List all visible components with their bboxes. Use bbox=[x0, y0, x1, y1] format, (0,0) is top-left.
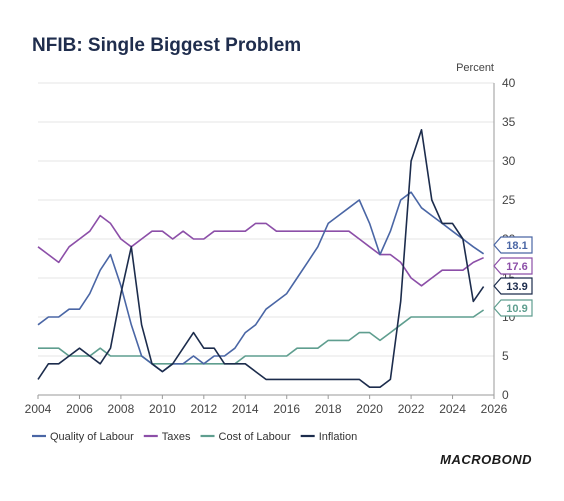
x-tick-label: 2026 bbox=[481, 402, 508, 416]
axes bbox=[38, 83, 495, 396]
gridlines bbox=[38, 82, 494, 357]
series-line-taxes bbox=[37, 214, 484, 287]
y-axis-unit-label: Percent bbox=[456, 62, 494, 74]
x-tick-label: 2012 bbox=[190, 402, 217, 416]
x-axis-ticks: 2004 2006 2008 2010 2012 2014 2016 2018 2020 2022… bbox=[25, 395, 508, 416]
x-tick-label: 2018 bbox=[315, 402, 342, 416]
x-tick-label: 2008 bbox=[108, 402, 135, 416]
x-tick-label: 2020 bbox=[356, 402, 383, 416]
legend-label: Inflation bbox=[319, 431, 358, 443]
series-lines bbox=[37, 129, 485, 388]
y-tick-label: 0 bbox=[502, 388, 509, 402]
last-value-label: 18.1 bbox=[506, 240, 527, 252]
last-value-tag-quality-of-labour: 18.1 bbox=[493, 236, 533, 254]
last-value-tag-cost-of-labour: 10.9 bbox=[493, 299, 533, 317]
x-tick-label: 2024 bbox=[439, 402, 466, 416]
x-tick-label: 2004 bbox=[25, 402, 52, 416]
last-value-tag-inflation: 13.9 bbox=[493, 277, 533, 295]
y-tick-label: 25 bbox=[502, 193, 516, 207]
x-tick-label: 2022 bbox=[398, 402, 425, 416]
macrobond-logo: MACROBOND bbox=[440, 452, 532, 467]
last-value-label: 13.9 bbox=[506, 281, 527, 293]
legend-label: Taxes bbox=[162, 431, 191, 443]
last-value-tags: 18.1 17.6 13.9 10.9 bbox=[493, 236, 533, 317]
last-value-tag-box bbox=[493, 277, 533, 295]
legend-item-cost-of-labour: Cost of Labour bbox=[200, 431, 291, 443]
series-line-inflation bbox=[37, 129, 485, 388]
x-tick-label: 2016 bbox=[273, 402, 300, 416]
y-tick-label: 40 bbox=[502, 76, 516, 90]
legend-item-quality-of-labour: Quality of Labour bbox=[32, 431, 134, 443]
last-value-tag-box bbox=[493, 257, 533, 275]
x-tick-label: 2006 bbox=[66, 402, 93, 416]
last-value-tag-box bbox=[493, 236, 533, 254]
legend-item-inflation: Inflation bbox=[300, 431, 358, 443]
last-value-label: 17.6 bbox=[506, 261, 527, 273]
y-tick-label: 5 bbox=[502, 349, 509, 363]
legend: Quality of Labour Taxes Cost of Labour Infl… bbox=[32, 431, 357, 443]
y-tick-label: 30 bbox=[502, 154, 516, 168]
series-line-cost-of-labour bbox=[38, 309, 485, 365]
last-value-tag-taxes: 17.6 bbox=[493, 257, 533, 275]
y-tick-label: 35 bbox=[502, 115, 516, 129]
legend-label: Quality of Labour bbox=[50, 431, 134, 443]
x-tick-label: 2010 bbox=[149, 402, 176, 416]
last-value-tag-box bbox=[493, 299, 533, 317]
chart-title: NFIB: Single Biggest Problem bbox=[32, 35, 301, 56]
last-value-label: 10.9 bbox=[506, 303, 527, 315]
x-tick-label: 2014 bbox=[232, 402, 259, 416]
legend-item-taxes: Taxes bbox=[143, 431, 191, 443]
legend-label: Cost of Labour bbox=[219, 431, 291, 443]
